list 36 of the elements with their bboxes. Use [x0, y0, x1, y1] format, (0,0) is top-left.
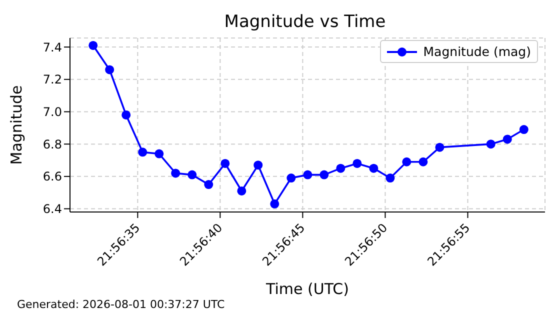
y-tick-label: 6.8: [42, 137, 62, 152]
point: [220, 158, 230, 168]
y-tick-label: 6.4: [42, 202, 62, 216]
point: [188, 170, 197, 180]
point: [320, 170, 329, 180]
point: [303, 170, 312, 180]
point: [105, 65, 114, 74]
point: [171, 168, 180, 178]
point: [88, 40, 98, 50]
point: [270, 199, 280, 208]
point: [369, 164, 378, 173]
point: [486, 140, 496, 149]
point: [435, 142, 444, 152]
text: Generated: 2026-08-01 00:37:27 UTC: [17, 298, 225, 311]
y-tick-label: 6.6: [42, 170, 62, 184]
point: [418, 157, 428, 166]
point: [502, 134, 512, 144]
point: [204, 180, 214, 190]
legend-label: Magnitude (mag): [423, 44, 531, 59]
y-tick-label: 7.2: [42, 72, 62, 87]
y-axis-title: Magnitude: [7, 85, 26, 165]
point: [138, 148, 148, 157]
point: [402, 157, 412, 166]
x-axis-title: Time (UTC): [265, 280, 349, 298]
point: [336, 164, 346, 173]
point: [154, 149, 164, 158]
point: [122, 110, 131, 120]
point: [286, 174, 296, 183]
y-tick-label: 7.0: [42, 105, 62, 119]
point: [386, 174, 395, 183]
point: [352, 158, 362, 168]
y-tick-label: 7.4: [42, 40, 62, 54]
point: [519, 125, 528, 134]
point: [237, 186, 246, 196]
chart-title: Magnitude vs Time: [223, 12, 387, 32]
point: [254, 160, 263, 170]
